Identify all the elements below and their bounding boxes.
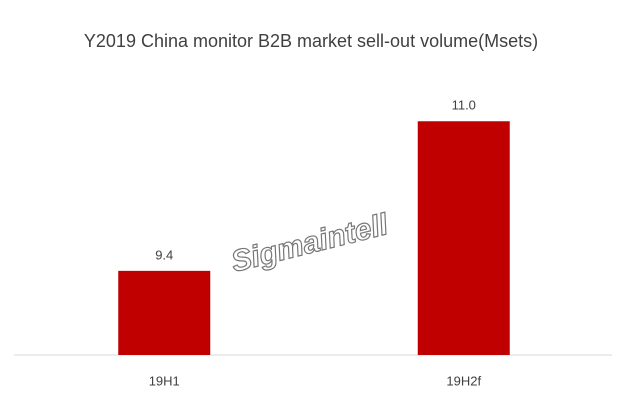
value-label: 11.0	[452, 98, 476, 113]
value-label: 9.4	[155, 247, 173, 262]
chart-title: Y2019 China monitor B2B market sell-out …	[84, 31, 538, 51]
x-tick-label: 19H1	[149, 373, 180, 388]
bar	[118, 270, 211, 355]
x-tick-label: 19H2f	[446, 373, 481, 388]
bar	[417, 121, 510, 355]
